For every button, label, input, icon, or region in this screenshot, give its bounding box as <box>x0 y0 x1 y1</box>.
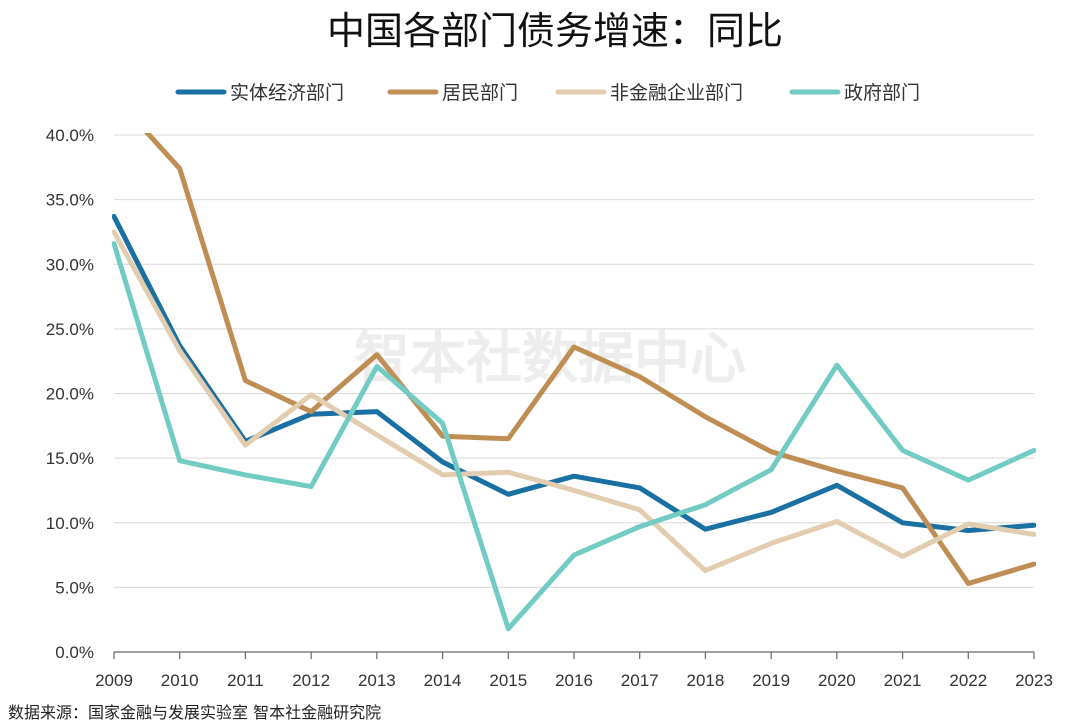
x-tick-label: 2012 <box>292 671 330 690</box>
legend: 实体经济部门 居民部门 非金融企业部门 政府部门 <box>175 82 920 104</box>
y-tick-label: 20.0% <box>46 385 94 404</box>
x-tick-label: 2015 <box>489 671 527 690</box>
y-tick-label: 0.0% <box>55 643 94 662</box>
x-tick-label: 2020 <box>818 671 856 690</box>
x-tick-label: 2011 <box>227 671 264 690</box>
x-tick-label: 2017 <box>621 671 659 690</box>
x-tick-label: 2021 <box>884 671 922 690</box>
y-tick-label: 15.0% <box>46 449 94 468</box>
y-tick-label: 10.0% <box>46 514 94 533</box>
x-tick-label: 2019 <box>752 671 790 690</box>
legend-label-3: 政府部门 <box>844 82 920 104</box>
y-axis: 0.0% 5.0% 10.0% 15.0% 20.0% 25.0% 30.0% 35.0% 40… <box>46 126 94 662</box>
x-tick-label: 2018 <box>687 671 725 690</box>
y-tick-label: 40.0% <box>46 126 94 145</box>
series-line-2 <box>112 229 1036 574</box>
series-line-0 <box>112 213 1036 533</box>
x-axis: 2009 2010 2011 2012 2013 2014 2015 2016 2017 2018… <box>95 651 1053 690</box>
x-tick-label: 2022 <box>949 671 987 690</box>
x-tick-label: 2016 <box>555 671 593 690</box>
series-group <box>112 133 1036 632</box>
series-line-3 <box>112 241 1036 632</box>
y-tick-label: 25.0% <box>46 320 94 339</box>
chart-title: 中国各部门债务增速：同比 <box>327 9 783 53</box>
x-tick-label: 2009 <box>95 671 133 690</box>
y-tick-label: 35.0% <box>46 191 94 210</box>
x-tick-label: 2023 <box>1015 671 1053 690</box>
y-tick-label: 5.0% <box>55 578 94 597</box>
legend-label-1: 居民部门 <box>442 82 518 104</box>
legend-label-0: 实体经济部门 <box>230 82 344 104</box>
y-tick-label: 30.0% <box>46 255 94 274</box>
source-note: 数据来源：国家金融与发展实验室 智本社金融研究院 <box>8 703 381 722</box>
series-line-1 <box>144 133 1036 586</box>
legend-label-2: 非金融企业部门 <box>610 82 743 104</box>
x-tick-label: 2013 <box>358 671 396 690</box>
x-tick-label: 2014 <box>424 671 462 690</box>
x-tick-label: 2010 <box>161 671 199 690</box>
